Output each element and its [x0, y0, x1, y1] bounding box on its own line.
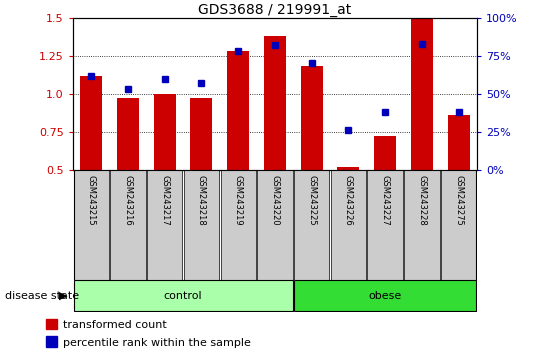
Text: GSM243215: GSM243215 — [87, 175, 95, 226]
Bar — [80, 75, 102, 170]
Text: GSM243218: GSM243218 — [197, 175, 206, 226]
Text: percentile rank within the sample: percentile rank within the sample — [63, 338, 251, 348]
Text: control: control — [164, 291, 202, 301]
Bar — [331, 170, 366, 280]
Bar — [447, 115, 469, 170]
Bar — [294, 170, 329, 280]
Bar — [301, 67, 323, 170]
Bar — [294, 280, 476, 311]
Text: GSM243217: GSM243217 — [160, 175, 169, 226]
Bar — [411, 18, 433, 170]
Bar — [374, 136, 396, 170]
Bar — [441, 170, 476, 280]
Text: obese: obese — [369, 291, 402, 301]
Bar — [264, 36, 286, 170]
Bar — [117, 98, 139, 170]
Bar — [73, 280, 293, 311]
Text: GSM243216: GSM243216 — [123, 175, 133, 226]
Bar — [227, 51, 249, 170]
Text: GSM243226: GSM243226 — [344, 175, 353, 226]
Bar — [147, 170, 182, 280]
Bar — [184, 170, 219, 280]
Text: GSM243225: GSM243225 — [307, 175, 316, 226]
Text: GSM243228: GSM243228 — [417, 175, 426, 226]
Text: ▶: ▶ — [59, 291, 67, 301]
Bar — [257, 170, 293, 280]
Bar — [337, 167, 360, 170]
Text: GSM243275: GSM243275 — [454, 175, 463, 226]
Text: GSM243220: GSM243220 — [271, 175, 279, 226]
Text: transformed count: transformed count — [63, 320, 167, 330]
Bar — [154, 94, 176, 170]
Bar — [73, 170, 109, 280]
Text: GSM243227: GSM243227 — [381, 175, 390, 226]
Title: GDS3688 / 219991_at: GDS3688 / 219991_at — [198, 3, 351, 17]
Bar — [46, 319, 57, 329]
Text: GSM243219: GSM243219 — [233, 175, 243, 226]
Bar — [46, 336, 57, 347]
Bar — [368, 170, 403, 280]
Bar — [404, 170, 439, 280]
Text: disease state: disease state — [5, 291, 80, 301]
Bar — [190, 98, 212, 170]
Bar — [220, 170, 256, 280]
Bar — [110, 170, 146, 280]
